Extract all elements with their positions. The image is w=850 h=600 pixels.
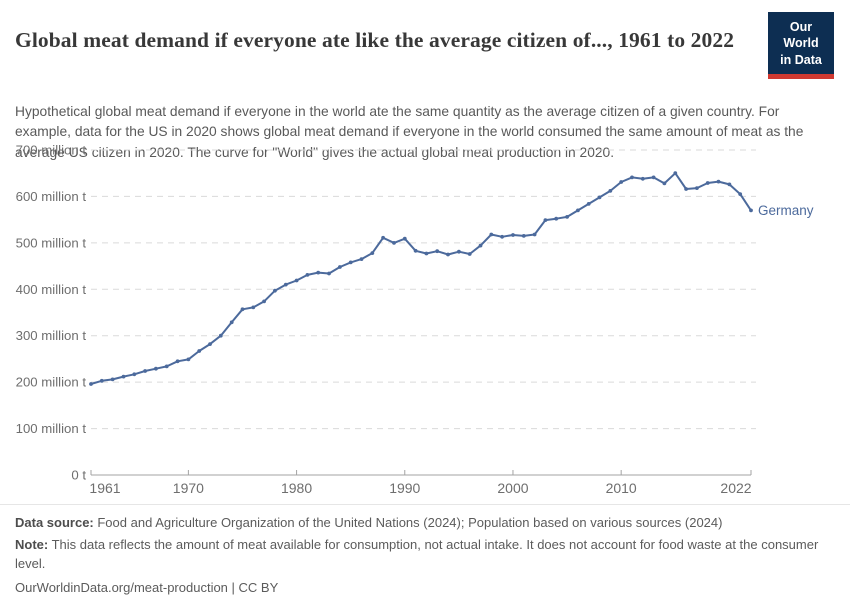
chart-subtitle: Hypothetical global meat demand if every… [15,103,804,161]
y-tick-label: 700 million t [16,143,87,158]
note-label: Note: [15,536,49,552]
series-germany[interactable]: Germany [89,171,814,386]
data-points [89,171,753,386]
y-tick-label: 0 t [71,468,86,483]
x-tick-label: 2022 [720,480,751,496]
data-line [90,172,752,385]
meat-demand-chart[interactable]: 0 t 100 million t 200 million t 300 million… [0,138,850,504]
x-axis-labels: 1961 1970 1980 1990 2000 2010 2022 [89,480,751,496]
y-tick-label: 500 million t [16,235,87,250]
x-tick-label: 1970 [173,480,204,496]
y-gridlines [91,149,756,430]
chart-footer: Data source: Food and Agriculture Organi… [0,504,850,597]
data-source-text: Food and Agriculture Organization of the… [93,515,723,530]
x-tick-label: 1961 [89,480,120,496]
citation-line: OurWorldinData.org/meat-production | CC … [15,579,279,595]
y-tick-label: 200 million t [16,375,87,390]
x-axis [90,470,752,476]
y-axis-labels: 0 t 100 million t 200 million t 300 million… [16,143,87,483]
y-tick-label: 300 million t [16,328,87,343]
note-text: This data reflects the amount of meat av… [15,536,819,571]
owid-logo-line2: in Data [780,52,822,67]
note-line: Note: This data reflects the amount of m… [15,536,827,574]
page-title: Global meat demand if everyone ate like … [15,28,735,53]
series-end-label: Germany [758,203,814,218]
owid-logo[interactable]: Our World in Data [768,12,834,79]
data-source-line: Data source: Food and Agriculture Organi… [15,514,827,533]
x-tick-label: 1990 [389,480,420,496]
y-tick-label: 400 million t [16,282,87,297]
data-source-label: Data source: [15,515,94,530]
x-tick-label: 2010 [606,480,637,496]
x-tick-label: 2000 [497,480,528,496]
x-tick-label: 1980 [281,480,312,496]
y-tick-label: 600 million t [16,189,87,204]
y-tick-label: 100 million t [16,421,87,436]
owid-logo-line1: Our World [783,20,819,51]
